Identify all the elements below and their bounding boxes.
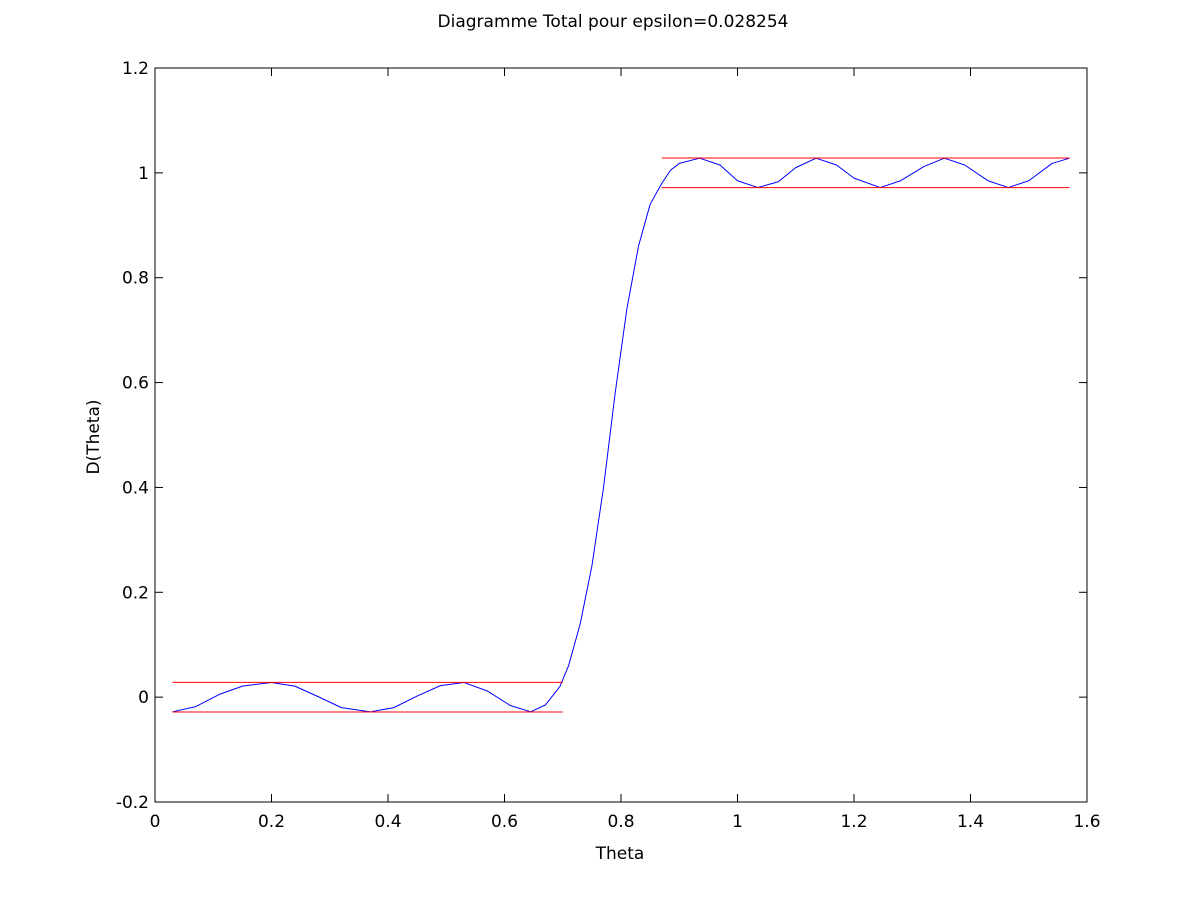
x-tick-label: 0.2 [258, 812, 285, 832]
y-tick-label: 0.6 [122, 374, 149, 394]
plot-area-frame [154, 67, 1088, 803]
ticks-layer: 0 0.2 0.4 0.6 0.8 1 1.2 1.4 1.6-0.200.20.40.60.8… [116, 59, 1101, 832]
y-tick-label: 1.2 [122, 59, 149, 79]
x-tick-label: 0.4 [374, 812, 401, 832]
chart-title: Diagramme Total pour epsilon=0.028254 [438, 12, 789, 32]
x-tick-label: 1.2 [840, 812, 867, 832]
x-tick-label: 1.4 [957, 812, 984, 832]
y-tick-label: 0.4 [122, 478, 149, 498]
x-tick-label: 0 [150, 812, 161, 832]
y-axis-label: D(Theta) [84, 399, 104, 474]
y-tick-label: 0.2 [122, 583, 149, 603]
y-tick-label: 0 [138, 688, 149, 708]
y-tick-label: -0.2 [116, 793, 149, 813]
response-curve-line [172, 157, 1070, 713]
x-axis-label: Theta [595, 844, 645, 864]
y-tick-label: 0.8 [122, 269, 149, 289]
x-tick-label: 0.6 [491, 812, 518, 832]
x-tick-label: 0.8 [607, 812, 634, 832]
x-tick-label: 1.6 [1073, 812, 1100, 832]
y-tick-label: 1 [138, 164, 149, 184]
x-tick-label: 1 [732, 812, 743, 832]
series-layer [172, 157, 1070, 713]
